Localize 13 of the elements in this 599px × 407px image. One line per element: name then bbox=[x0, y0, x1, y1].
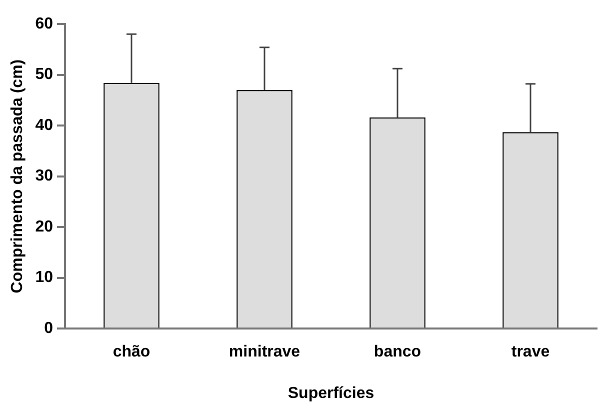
y-tick-label: 50 bbox=[35, 66, 54, 84]
x-axis-title: Superfícies bbox=[288, 384, 374, 402]
y-tick-label: 60 bbox=[35, 15, 54, 32]
y-tick-label: 40 bbox=[35, 116, 54, 134]
x-tick-label: banco bbox=[374, 344, 422, 361]
y-tick-label: 10 bbox=[35, 269, 54, 286]
y-tick-label: 20 bbox=[35, 218, 54, 236]
x-tick-label: minitrave bbox=[228, 344, 300, 361]
y-axis-title: Comprimento da passada (cm) bbox=[9, 59, 26, 294]
y-tick-label: 0 bbox=[44, 320, 54, 338]
x-tick-label: trave bbox=[511, 344, 550, 361]
x-tick-label: chão bbox=[112, 344, 150, 361]
y-tick-label: 30 bbox=[35, 168, 54, 185]
